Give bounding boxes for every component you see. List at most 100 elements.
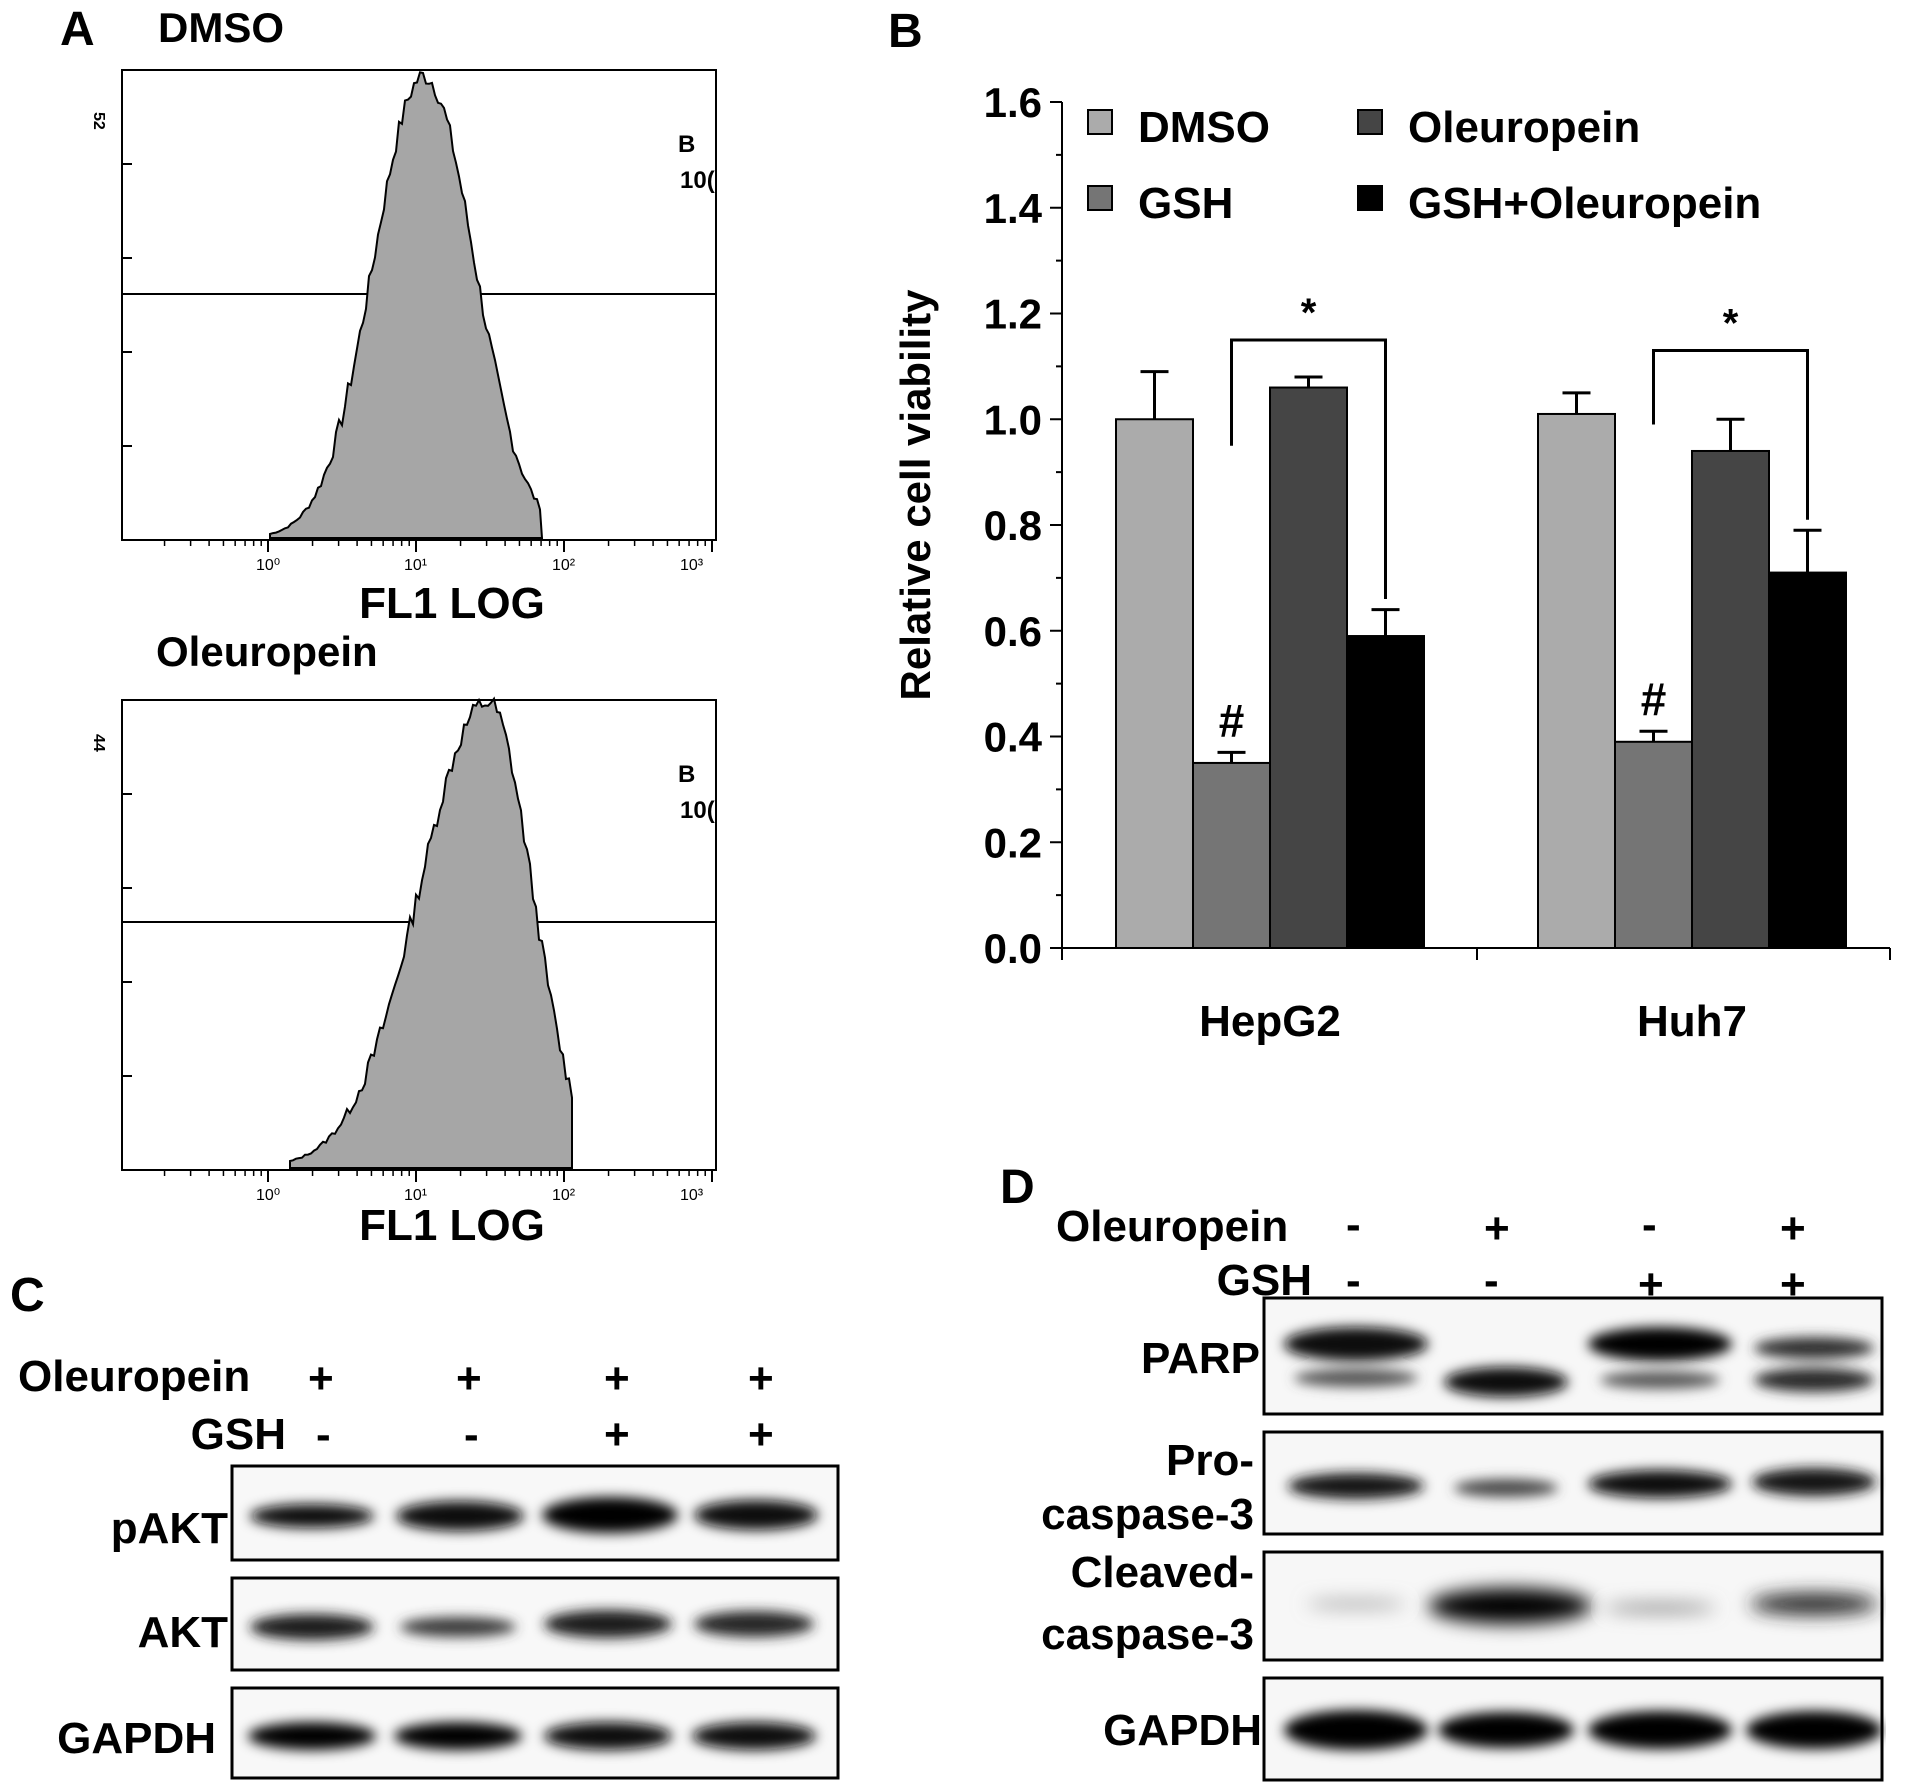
panel-d-oleuropein-lane-1: -: [1346, 1200, 1361, 1249]
bar-chart-y-tick-label: 1.6: [984, 79, 1042, 126]
legend-label-dmso: DMSO: [1138, 103, 1270, 152]
bar-hepg2-oleuropein: [1269, 386, 1348, 949]
histogram-1-gate-label: B: [678, 131, 695, 158]
bar-huh7-gsh: [1614, 740, 1693, 949]
panel-c-oleuropein-lane-1: +: [308, 1354, 334, 1403]
legend-swatch-gsh: [1087, 185, 1113, 211]
hash-annotation-huh7: #: [1641, 673, 1667, 725]
panel-c-blot-label-pakt: pAKT: [110, 1504, 228, 1553]
panel-c-gsh-lane-1: -: [316, 1410, 331, 1459]
hash-annotation-hepg2: #: [1219, 694, 1245, 746]
bar-chart-y-tick-label: 0.2: [984, 819, 1042, 866]
panel-d-gsh-lane-2: -: [1484, 1256, 1499, 1305]
bar-huh7-oleuropein: [1691, 449, 1770, 949]
panel-d-oleuropein-lane-2: +: [1484, 1204, 1510, 1253]
histogram-1-xtick-1: 10¹: [404, 557, 427, 574]
akt-bands: [250, 1610, 814, 1640]
histogram-2-ymax-label: 44: [90, 734, 107, 752]
bar-chart-annotations: # * # *: [1219, 291, 1809, 746]
panel-c-oleuropein-lane-4: +: [748, 1354, 774, 1403]
histogram-2-xtick-2: 10²: [552, 1187, 576, 1204]
histogram-2-frame: [121, 699, 717, 1171]
bar-chart-y-axis-label: Relative cell viability: [892, 289, 939, 701]
panel-c-row-gsh-label: GSH: [190, 1410, 286, 1459]
gapdh-d-bands: [1284, 1710, 1882, 1750]
histogram-title-oleuropein: Oleuropein: [156, 628, 378, 675]
histogram-title-dmso: DMSO: [158, 4, 284, 51]
flow-histograms: 52 B 10( 10⁰ 10¹ 10² 10³ FL1 LOG 44 B 10…: [90, 69, 717, 1250]
bar-chart-axes: 0.0 0.2 0.4 0.6 0.8 1.0 1.2 1.4 1.6 HepG2 Huh7: [984, 79, 1891, 1046]
histogram-2-xtick-0: 10⁰: [256, 1187, 280, 1204]
panel-d-blot-label-gapdh: GAPDH: [1103, 1706, 1262, 1755]
histogram-2-distribution: [289, 696, 573, 1169]
bar-chart-y-tick-label: 0.4: [984, 714, 1043, 761]
pakt-bands: [250, 1497, 818, 1533]
bar-chart: 0.0 0.2 0.4 0.6 0.8 1.0 1.2 1.4 1.6 HepG2 Huh7 DMS…: [892, 79, 1891, 1046]
panel-label-d: D: [1000, 1161, 1035, 1214]
panel-d-oleuropein-lane-4: +: [1780, 1204, 1806, 1253]
legend-swatch-gsh-oleuropein: [1357, 185, 1383, 211]
panel-c-oleuropein-lane-3: +: [604, 1354, 630, 1403]
significance-star-huh7: *: [1723, 302, 1739, 346]
legend-swatch-dmso: [1087, 109, 1113, 135]
bar-chart-y-tick-label: 0.8: [984, 502, 1042, 549]
histogram-1-y-ticks: [122, 69, 132, 541]
panel-c-oleuropein-lane-2: +: [456, 1354, 482, 1403]
histogram-2-xtick-1: 10¹: [404, 1187, 427, 1204]
bar-hepg2-gsh: [1192, 761, 1271, 949]
histogram-2-gate-value: 10(: [680, 797, 715, 824]
panel-d-row-oleuropein-label: Oleuropein: [1056, 1202, 1289, 1251]
histogram-1-frame: [121, 69, 717, 541]
bar-chart-y-tick-label: 1.2: [984, 291, 1042, 338]
panel-d-western-blots: [1262, 1296, 1884, 1782]
gapdh-c-bands: [248, 1722, 816, 1750]
panel-c-gsh-lane-3: +: [604, 1410, 630, 1459]
bar-chart-y-tick-label: 1.0: [984, 396, 1042, 443]
legend-label-gsh: GSH: [1138, 179, 1233, 228]
legend-label-gsh-oleuropein: GSH+Oleuropein: [1408, 179, 1761, 228]
panel-c-western-blots: [230, 1464, 840, 1780]
histogram-2-x-ticks: [163, 1170, 713, 1182]
significance-bracket-hepg2: [1230, 338, 1387, 600]
significance-star-hepg2: *: [1301, 291, 1317, 335]
bar-hepg2-dmso: [1115, 418, 1194, 949]
panel-label-c: C: [10, 1269, 45, 1322]
bar-chart-y-tick-label: 1.4: [984, 185, 1043, 232]
panel-d-blot-label-cleaved-caspase-line1: Cleaved-: [1070, 1548, 1254, 1597]
histogram-1-xtick-3: 10³: [680, 557, 704, 574]
legend-swatch-oleuropein: [1357, 109, 1383, 135]
panel-d-blot-label-cleaved-caspase-line2: caspase-3: [1041, 1610, 1254, 1659]
histogram-2-y-ticks: [122, 699, 132, 1171]
histogram-2-xlabel: FL1 LOG: [359, 1201, 545, 1250]
panel-label-b: B: [888, 5, 923, 58]
cleaved-caspase-3-bands: [1306, 1588, 1878, 1624]
histogram-1-distribution: [269, 71, 544, 539]
panel-label-a: A: [60, 3, 95, 56]
bar-chart-y-tick-label: 0.6: [984, 608, 1042, 655]
panel-c-row-oleuropein-label: Oleuropein: [18, 1352, 251, 1401]
significance-bracket-huh7: [1652, 349, 1809, 520]
histogram-2-gate-label: B: [678, 761, 695, 788]
parp-bands: [1284, 1327, 1874, 1397]
histogram-1-xtick-0: 10⁰: [256, 557, 280, 574]
histogram-1-gate-value: 10(: [680, 167, 715, 194]
panel-c-blot-label-akt: AKT: [137, 1608, 228, 1657]
panel-c-gsh-lane-2: -: [464, 1410, 479, 1459]
pro-caspase-3-bands: [1288, 1468, 1876, 1499]
bar-hepg2-gsh-oleuropein: [1346, 635, 1425, 949]
bar-chart-legend: DMSO Oleuropein GSH GSH+Oleuropein: [1087, 103, 1761, 228]
panel-d-oleuropein-lane-3: -: [1642, 1200, 1657, 1249]
bar-huh7-gsh-oleuropein: [1768, 571, 1847, 950]
bar-huh7-dmso: [1537, 412, 1616, 949]
bar-chart-bars: [1115, 370, 1847, 950]
histogram-2-xtick-3: 10³: [680, 1187, 704, 1204]
histogram-1-ymax-label: 52: [90, 112, 107, 130]
bar-chart-category-huh7: Huh7: [1637, 997, 1747, 1046]
legend-label-oleuropein: Oleuropein: [1408, 103, 1640, 152]
panel-d-gsh-lane-1: -: [1346, 1256, 1361, 1305]
bar-chart-category-hepg2: HepG2: [1199, 997, 1341, 1046]
histogram-1-xlabel: FL1 LOG: [359, 579, 545, 628]
histogram-1-x-ticks: [163, 540, 713, 552]
histogram-1-xtick-2: 10²: [552, 557, 576, 574]
panel-d-blot-label-pro-caspase-line2: caspase-3: [1041, 1490, 1254, 1539]
